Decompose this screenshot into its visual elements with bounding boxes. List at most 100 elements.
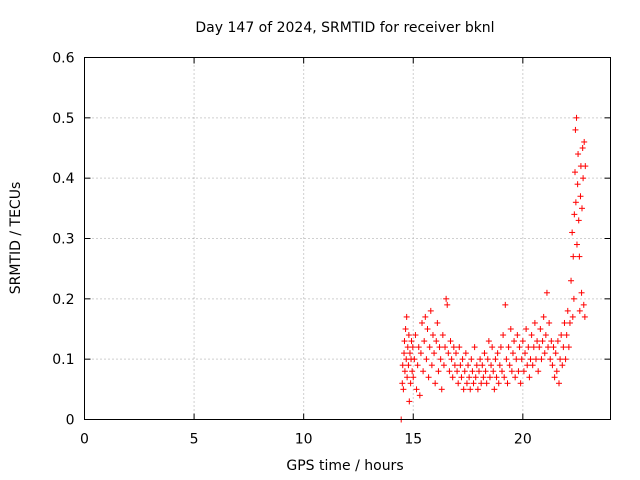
data-point <box>421 338 428 345</box>
data-point <box>576 307 583 314</box>
data-point <box>462 350 469 357</box>
data-point <box>537 326 544 332</box>
data-point <box>534 338 541 345</box>
data-point <box>435 368 442 375</box>
data-point <box>468 356 475 363</box>
data-point <box>484 356 491 363</box>
data-point <box>443 295 450 302</box>
data-point <box>528 332 535 339</box>
data-point <box>563 332 570 339</box>
data-point <box>427 307 434 314</box>
data-point <box>439 332 446 339</box>
data-point <box>411 356 418 363</box>
data-point <box>405 332 412 339</box>
data-point <box>500 332 507 339</box>
data-point <box>497 344 504 351</box>
data-point <box>559 362 566 369</box>
data-point <box>512 374 519 381</box>
data-point <box>493 374 500 381</box>
data-point <box>415 344 422 351</box>
data-point <box>481 350 488 357</box>
data-point <box>565 344 572 351</box>
data-point <box>580 301 587 308</box>
data-point <box>449 374 456 381</box>
y-tick-label: 0.3 <box>52 232 74 248</box>
data-point <box>577 193 584 200</box>
data-point <box>578 289 585 296</box>
data-point <box>574 181 581 188</box>
data-point <box>429 332 436 339</box>
data-point <box>407 380 414 387</box>
data-point <box>561 319 568 326</box>
data-point <box>399 362 406 369</box>
data-point <box>452 350 459 357</box>
x-tick-label: 15 <box>404 432 422 448</box>
data-point <box>409 368 416 375</box>
data-point <box>451 362 458 369</box>
data-point <box>448 356 455 363</box>
data-point <box>538 356 545 363</box>
y-tick-label: 0.5 <box>52 111 74 127</box>
chart-title: Day 147 of 2024, SRMTID for receiver bkn… <box>195 20 494 36</box>
data-point <box>575 217 582 224</box>
data-point <box>568 277 575 284</box>
data-point <box>526 374 533 381</box>
data-point <box>501 374 508 381</box>
data-point <box>571 169 578 176</box>
data-point <box>492 356 499 363</box>
data-point <box>408 338 415 345</box>
data-point <box>541 350 548 357</box>
data-point <box>502 301 509 308</box>
data-point <box>486 374 493 381</box>
data-point <box>460 386 467 393</box>
x-tick-label: 0 <box>80 432 89 448</box>
data-point <box>523 326 530 332</box>
data-point <box>576 253 583 260</box>
data-point <box>432 380 439 387</box>
data-point <box>406 398 413 405</box>
data-point <box>405 362 412 369</box>
data-point <box>519 338 526 345</box>
data-point <box>412 332 419 339</box>
data-point <box>539 338 546 345</box>
data-point <box>446 368 453 375</box>
data-point <box>440 362 447 369</box>
data-point <box>508 368 515 375</box>
data-point <box>522 350 529 357</box>
data-point <box>410 374 417 381</box>
data-point <box>514 332 521 339</box>
data-point <box>469 368 476 375</box>
data-point <box>403 313 410 320</box>
data-point <box>454 368 461 375</box>
data-point <box>463 380 470 387</box>
x-tick-label: 5 <box>190 432 199 448</box>
y-tick-label: 0.1 <box>52 352 74 368</box>
data-point <box>581 138 588 145</box>
data-point <box>532 356 539 363</box>
data-point <box>549 362 556 369</box>
x-tick-label: 10 <box>295 432 313 448</box>
points-layer <box>398 114 589 423</box>
data-point <box>478 380 485 387</box>
data-point <box>472 374 479 381</box>
data-point <box>530 344 537 351</box>
data-point <box>566 319 573 326</box>
data-point <box>470 380 477 387</box>
data-point <box>444 301 451 308</box>
data-point <box>552 350 559 357</box>
data-point <box>489 344 496 351</box>
data-point <box>400 386 407 393</box>
data-point <box>575 151 582 158</box>
data-point <box>496 362 503 369</box>
data-point <box>527 356 534 363</box>
data-point <box>431 350 438 357</box>
data-point <box>438 386 445 393</box>
data-point <box>459 356 466 363</box>
data-point <box>414 362 421 369</box>
data-point <box>545 344 552 351</box>
data-point <box>557 356 564 363</box>
data-point <box>419 319 426 326</box>
data-point <box>570 253 577 260</box>
data-point <box>529 362 536 369</box>
